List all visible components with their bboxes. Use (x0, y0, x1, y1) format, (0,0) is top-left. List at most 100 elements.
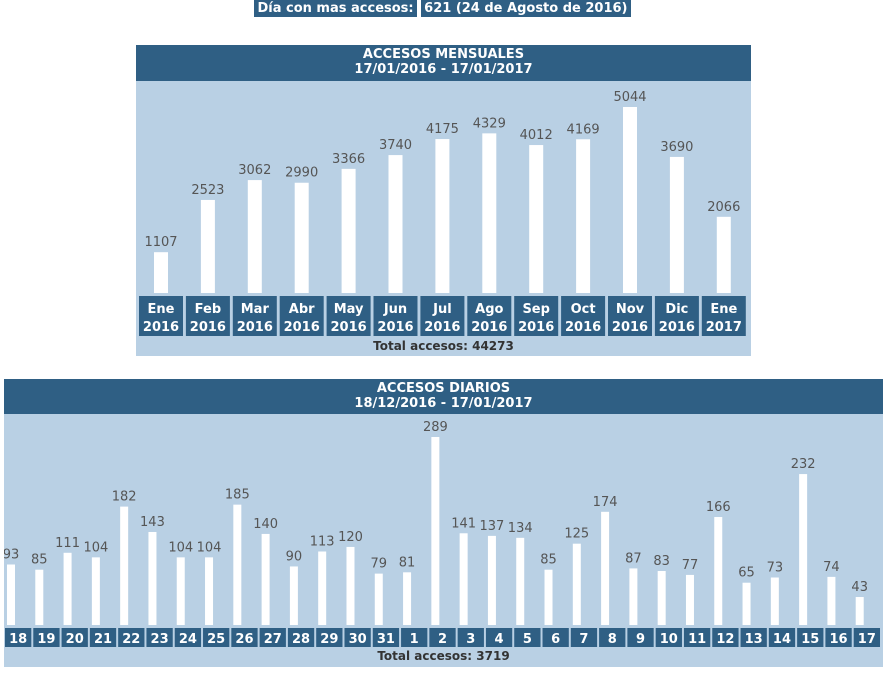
monthly-category-month: Oct (571, 302, 596, 317)
daily-category-label: 3 (466, 632, 475, 647)
daily-bar (7, 564, 15, 625)
monthly-category-year: 2016 (518, 320, 554, 335)
monthly-category-box (185, 296, 230, 336)
monthly-bar (294, 182, 309, 293)
daily-category-box (146, 628, 173, 647)
daily-category-label: 5 (523, 632, 532, 647)
monthly-bar (247, 180, 262, 293)
daily-value-label: 166 (706, 500, 731, 515)
monthly-chart-title: ACCESOS MENSUALES (362, 47, 525, 62)
daily-bar (176, 557, 185, 625)
daily-category-label: 4 (495, 632, 504, 647)
daily-value-label: 111 (55, 536, 80, 551)
daily-bar (601, 511, 610, 625)
daily-value-label: 73 (767, 561, 784, 576)
daily-bar (318, 551, 327, 625)
daily-category-label: 20 (66, 632, 84, 647)
daily-category-label: 19 (37, 632, 55, 647)
monthly-category-year: 2016 (659, 320, 695, 335)
daily-bar (120, 506, 129, 625)
daily-category-label: 31 (377, 632, 395, 647)
daily-category-box (825, 628, 852, 647)
daily-bar (289, 566, 298, 625)
daily-category-label: 2 (438, 632, 447, 647)
monthly-category-month: Feb (195, 302, 221, 317)
daily-bar (403, 572, 412, 625)
monthly-total: Total accesos: 44273 (136, 339, 751, 353)
daily-value-label: 289 (423, 420, 448, 435)
peak-day-banner: Día con mas accesos: 621 (24 de Agosto d… (0, 0, 885, 17)
daily-bar (827, 576, 836, 625)
daily-value-label: 137 (480, 519, 505, 534)
daily-bar (233, 504, 242, 625)
monthly-category-month: Ago (475, 302, 503, 317)
daily-bar (374, 573, 383, 625)
daily-category-box (429, 628, 456, 647)
daily-category-label: 25 (207, 632, 225, 647)
daily-bar (544, 569, 553, 625)
daily-category-label: 13 (745, 632, 763, 647)
monthly-category-box (326, 296, 371, 336)
daily-chart-title: ACCESOS DIARIOS (376, 381, 511, 396)
monthly-category-year: 2016 (331, 320, 367, 335)
daily-value-label: 104 (83, 540, 108, 555)
daily-chart-header: ACCESOS DIARIOS 18/12/2016 - 17/01/2017 (4, 379, 883, 414)
monthly-category-month: Ene (148, 302, 175, 317)
monthly-value-label: 3690 (660, 140, 693, 155)
daily-bar (205, 557, 214, 625)
daily-category-box (287, 628, 315, 647)
daily-category-box (485, 628, 513, 647)
monthly-total-label: Total accesos: (373, 339, 468, 353)
monthly-bar (388, 155, 403, 293)
daily-category-label: 21 (94, 632, 112, 647)
daily-value-label: 77 (682, 558, 699, 573)
daily-bar (487, 535, 496, 625)
monthly-category-month: Dic (665, 302, 688, 317)
monthly-value-label: 4012 (520, 128, 553, 143)
daily-category-box (401, 628, 428, 647)
monthly-bar (341, 168, 356, 293)
daily-category-label: 16 (830, 632, 848, 647)
daily-category-label: 7 (579, 632, 588, 647)
daily-bar (572, 543, 581, 625)
daily-value-label: 143 (140, 515, 165, 530)
monthly-value-label: 2990 (285, 166, 318, 181)
daily-total-value: 3719 (476, 649, 510, 663)
monthly-chart-panel: ACCESOS MENSUALES 17/01/2016 - 17/01/201… (136, 45, 751, 356)
daily-category-box (5, 628, 32, 647)
monthly-value-label: 3062 (238, 163, 271, 178)
daily-category-box (457, 628, 484, 647)
daily-bar (799, 474, 808, 625)
daily-bar (431, 437, 440, 625)
daily-value-label: 141 (451, 516, 476, 531)
daily-category-box (853, 628, 880, 647)
daily-chart-range: 18/12/2016 - 17/01/2017 (354, 396, 533, 411)
monthly-bar (576, 139, 591, 293)
monthly-category-box (701, 296, 746, 336)
monthly-category-month: Sep (522, 302, 550, 317)
monthly-category-box (608, 296, 652, 336)
daily-category-box (683, 628, 711, 647)
daily-bar (148, 531, 157, 625)
daily-category-box (89, 628, 117, 647)
daily-category-box (316, 628, 343, 647)
daily-category-box (372, 628, 400, 647)
monthly-category-box (139, 296, 183, 336)
daily-category-label: 29 (320, 632, 338, 647)
daily-category-label: 23 (151, 632, 169, 647)
monthly-total-value: 44273 (472, 339, 514, 353)
monthly-category-year: 2016 (284, 320, 320, 335)
daily-value-label: 104 (168, 540, 193, 555)
daily-value-label: 85 (540, 553, 557, 568)
daily-bar (742, 582, 751, 625)
monthly-category-month: Ene (710, 302, 737, 317)
daily-category-box (627, 628, 654, 647)
daily-category-box (514, 628, 541, 647)
daily-category-box (768, 628, 796, 647)
daily-bar (35, 569, 44, 625)
daily-chart-panel: ACCESOS DIARIOS 18/12/2016 - 17/01/2017 … (4, 379, 883, 667)
monthly-value-label: 3740 (379, 138, 412, 153)
monthly-category-year: 2016 (237, 320, 273, 335)
daily-bar (770, 577, 779, 625)
monthly-category-year: 2016 (377, 320, 413, 335)
